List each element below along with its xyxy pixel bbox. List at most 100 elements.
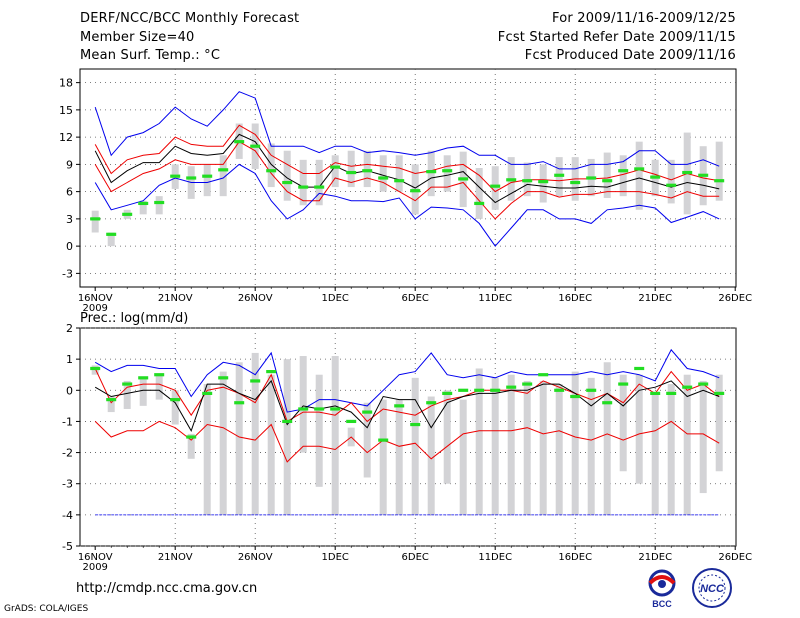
p2-mean-marker [698, 382, 709, 386]
p1-mean-marker [154, 200, 165, 205]
p1-mean-marker [586, 176, 597, 180]
p2-mean-marker [506, 385, 517, 389]
p2-range-bar [203, 384, 211, 515]
p2-range-bar [587, 377, 595, 515]
p1-mean-marker [234, 140, 245, 144]
p2-panel-title: Prec.: log(mm/d) [80, 311, 188, 326]
p2-range-bar [363, 402, 371, 478]
p1-mean-marker [122, 212, 133, 216]
p1-plot-frame [79, 68, 737, 288]
p1-mean-marker [106, 232, 117, 236]
p1-mean-marker [570, 180, 581, 185]
p2-mean-marker [650, 391, 661, 395]
p1-series-median [94, 133, 720, 204]
p2-xtick-label: 21DEC [638, 552, 672, 563]
p2-range-bar [699, 380, 707, 494]
ncc-logo-text: NCC [700, 583, 725, 595]
p2-mean-marker [586, 388, 597, 392]
p2-range-bar [315, 374, 323, 487]
p1-xtick-label: 16NOV [78, 293, 113, 304]
p1-xtick-label: 16DEC [558, 293, 592, 304]
p2-xtick-label: 21NOV [158, 552, 193, 563]
p2-range-bar [187, 433, 195, 459]
p2-series-upper [94, 348, 720, 413]
p1-mean-marker [362, 169, 373, 173]
p2-range-bar [395, 399, 403, 515]
p2-mean-marker [394, 404, 405, 408]
p2-year-label: 2009 [82, 562, 107, 573]
p2-ytick-label: 2 [66, 322, 73, 335]
p1-mean-marker [522, 179, 533, 183]
p1-xtick-label: 1DEC [322, 293, 349, 304]
p1-mean-marker [330, 165, 341, 169]
p1-mean-marker [282, 180, 293, 185]
refer-date: Fcst Started Refer Date 2009/11/15 [497, 30, 736, 45]
p1-range-bar [91, 210, 99, 233]
p1-mean-marker [458, 177, 469, 181]
p1-mean-marker [170, 174, 181, 178]
p1-ytick-label: 12 [59, 131, 73, 144]
p2-mean-marker [634, 366, 645, 371]
p2-range-bar [571, 371, 579, 515]
p2-range-bar [475, 368, 483, 515]
p1-range-bar [443, 155, 451, 192]
p2-series-upper-mid [94, 368, 720, 423]
p2-mean-marker [666, 391, 677, 395]
variable-label: Mean Surf. Temp.: °C [80, 48, 221, 63]
p2-mean-marker [490, 388, 501, 392]
p2-range-bar [619, 374, 627, 472]
p1-xtick-label: 21NOV [158, 293, 193, 304]
p2-range-bar [331, 356, 339, 515]
p1-xtick-label: 26DEC [718, 293, 752, 304]
p1-range-bar [107, 232, 115, 247]
p2-ytick-label: -4 [62, 509, 73, 522]
p1-xtick-label: 6DEC [402, 293, 429, 304]
p1-xtick-label: 21DEC [638, 293, 672, 304]
p1-range-bar [603, 152, 611, 198]
p1-mean-marker [426, 170, 437, 174]
p1-series-upper-mid [94, 124, 720, 193]
p1-mean-marker [650, 175, 661, 179]
p1-series-upper [94, 91, 720, 170]
p1-range-bar [491, 166, 499, 210]
source-url[interactable]: http://cmdp.ncc.cma.gov.cn [76, 581, 258, 596]
p2-mean-marker [378, 438, 389, 442]
p1-mean-marker [394, 179, 405, 183]
p2-range-bar [635, 374, 643, 484]
p2-mean-marker [266, 370, 277, 374]
p1-mean-marker [314, 185, 325, 189]
p2-range-bar [155, 374, 163, 400]
p1-ytick-label: 3 [66, 213, 73, 226]
p2-range-bar [555, 384, 563, 515]
p1-range-bar [539, 164, 547, 203]
p2-mean-marker [538, 373, 549, 377]
p1-xtick-label: 11DEC [478, 293, 512, 304]
p2-mean-marker [682, 385, 693, 389]
p2-mean-marker [714, 391, 725, 395]
p1-range-bar [155, 196, 163, 215]
p1-mean-marker [474, 201, 485, 206]
p2-range-bar [267, 374, 275, 515]
p2-range-bar [139, 377, 147, 406]
p2-range-bar [123, 380, 131, 409]
p1-range-bar [347, 150, 355, 188]
p2-mean-marker [330, 407, 341, 411]
p2-mean-marker [170, 398, 181, 402]
p2-mean-marker [298, 407, 309, 411]
p1-series-lower-mid [94, 141, 720, 220]
p1-ytick-label: -3 [62, 267, 73, 280]
p1-mean-marker [250, 144, 261, 148]
p2-mean-marker [442, 391, 453, 395]
p2-mean-marker [426, 401, 437, 405]
p1-mean-marker [346, 170, 357, 175]
p2-mean-marker [250, 379, 261, 383]
bcc-logo-text: BCC [652, 599, 672, 609]
p1-range-bar [427, 150, 435, 197]
p1-range-bar [139, 200, 147, 215]
p2-ytick-label: -5 [62, 540, 73, 553]
p1-mean-marker [554, 173, 565, 177]
p1-ytick-label: 15 [59, 104, 73, 117]
p1-xtick-label: 26NOV [238, 293, 273, 304]
p1-mean-marker [602, 179, 613, 183]
